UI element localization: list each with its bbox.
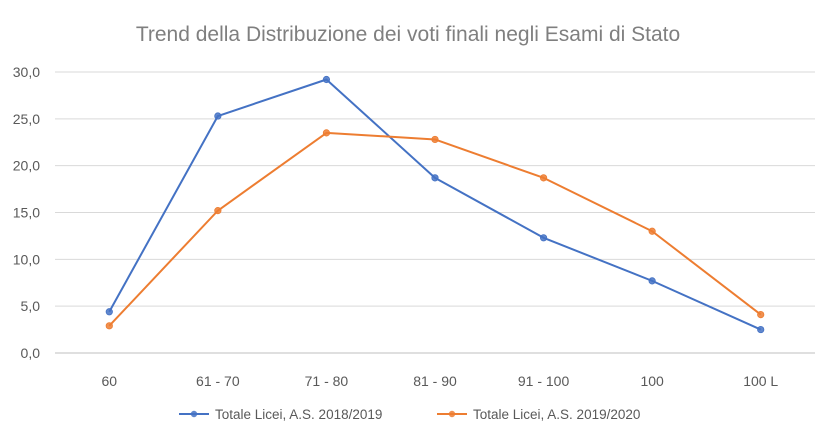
data-point xyxy=(431,174,439,182)
data-point xyxy=(214,207,222,215)
data-point xyxy=(648,227,656,235)
legend-item: Totale Licei, A.S. 2019/2020 xyxy=(437,407,640,422)
legend-marker xyxy=(448,410,456,418)
series-line xyxy=(108,131,762,327)
series-1 xyxy=(105,75,765,334)
x-tick-label: 71 - 80 xyxy=(305,373,349,389)
data-point xyxy=(539,174,548,182)
data-point xyxy=(757,310,765,319)
y-tick-label: 10,0 xyxy=(13,251,40,267)
y-tick-label: 30,0 xyxy=(13,64,40,80)
series-line xyxy=(108,78,762,331)
y-axis-ticks: 0,0 5,0 10,0 15,0 20,0 25,0 30,0 xyxy=(13,64,40,361)
data-point xyxy=(105,322,113,330)
x-axis-ticks: 60 61 - 70 71 - 80 81 - 90 91 - 100 100 100 L xyxy=(101,373,778,389)
series-2 xyxy=(105,129,765,330)
x-tick-label: 60 xyxy=(101,373,117,389)
series-group xyxy=(105,75,765,334)
chart-title: Trend della Distribuzione dei voti final… xyxy=(136,23,680,46)
data-point xyxy=(539,234,548,242)
data-point xyxy=(105,308,113,316)
x-tick-label: 61 - 70 xyxy=(196,373,240,389)
x-tick-label: 100 L xyxy=(743,373,778,389)
y-tick-label: 20,0 xyxy=(13,158,40,174)
x-tick-label: 91 - 100 xyxy=(518,373,570,389)
legend-marker xyxy=(190,410,198,418)
y-tick-label: 5,0 xyxy=(21,298,41,314)
data-point xyxy=(214,112,222,120)
y-tick-label: 15,0 xyxy=(13,205,40,221)
data-point xyxy=(322,75,331,84)
y-tick-label: 0,0 xyxy=(21,345,41,361)
data-point xyxy=(648,277,656,285)
data-point xyxy=(431,135,439,144)
data-point xyxy=(757,325,765,334)
x-tick-label: 100 xyxy=(640,373,664,389)
legend-label: Totale Licei, A.S. 2018/2019 xyxy=(215,407,382,422)
y-tick-label: 25,0 xyxy=(13,111,40,127)
legend-label: Totale Licei, A.S. 2019/2020 xyxy=(473,407,640,422)
legend: Totale Licei, A.S. 2018/2019 Totale Licei… xyxy=(179,407,640,422)
data-point xyxy=(322,129,331,137)
gridlines xyxy=(55,71,815,354)
x-tick-label: 81 - 90 xyxy=(413,373,457,389)
legend-item: Totale Licei, A.S. 2018/2019 xyxy=(179,407,382,422)
